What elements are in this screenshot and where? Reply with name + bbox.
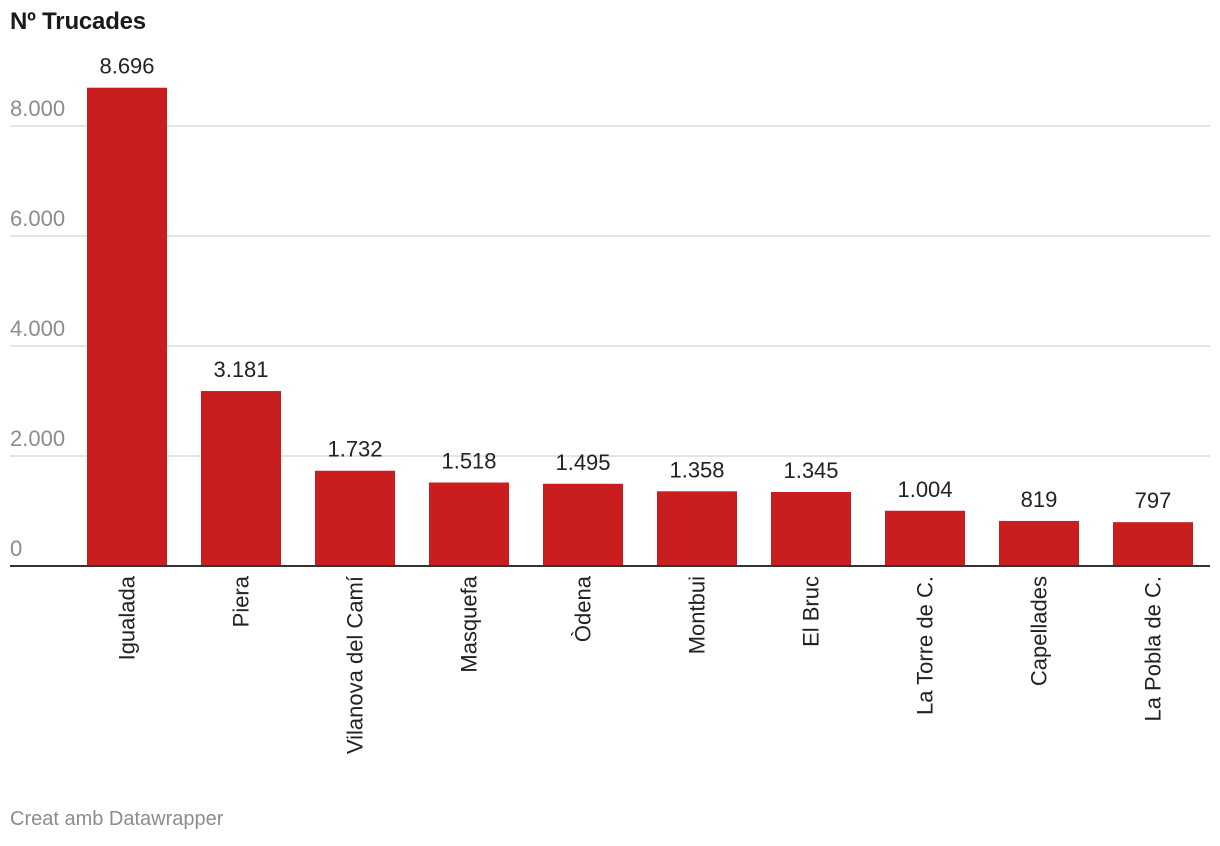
category-label: Capellades bbox=[1027, 576, 1052, 686]
bars bbox=[87, 87, 1193, 566]
bar bbox=[201, 391, 281, 566]
bar bbox=[87, 87, 167, 566]
category-label: El Bruc bbox=[799, 576, 824, 647]
bar bbox=[315, 470, 395, 566]
y-tick-label: 6.000 bbox=[10, 206, 65, 231]
category-label: Òdena bbox=[571, 575, 596, 642]
category-label: Vilanova del Camí bbox=[343, 576, 368, 754]
y-tick-label: 8.000 bbox=[10, 96, 65, 121]
value-labels: 8.696 3.181 1.732 1.518 1.495 1.358 1.345 1.004… bbox=[99, 54, 1171, 513]
bar-value-label: 1.732 bbox=[327, 437, 382, 462]
bar-chart: 0 2.000 4.000 6.000 8.000 8.696 3.181 1.732 1.5… bbox=[10, 54, 1210, 754]
bar bbox=[999, 520, 1079, 566]
category-labels: Igualada Piera Vilanova del Camí Masquefa Òd… bbox=[115, 575, 1166, 754]
category-label: Piera bbox=[229, 575, 254, 627]
bar-value-label: 3.181 bbox=[213, 357, 268, 382]
credit-text: Creat amb Datawrapper bbox=[10, 808, 224, 830]
gridlines: 0 2.000 4.000 6.000 8.000 bbox=[10, 96, 1210, 561]
bar bbox=[543, 483, 623, 566]
bar-value-label: 1.518 bbox=[441, 449, 496, 474]
bar-value-label: 8.696 bbox=[99, 54, 154, 79]
bar-value-label: 1.004 bbox=[897, 477, 952, 502]
bar-value-label: 797 bbox=[1135, 488, 1172, 513]
category-label: Masquefa bbox=[457, 575, 482, 672]
category-label: Igualada bbox=[115, 575, 140, 660]
bar bbox=[657, 491, 737, 566]
bar bbox=[429, 482, 509, 566]
category-label: La Torre de C. bbox=[913, 576, 938, 715]
bar-value-label: 819 bbox=[1021, 487, 1058, 512]
bar bbox=[885, 510, 965, 566]
bar-value-label: 1.358 bbox=[669, 457, 724, 482]
y-tick-label: 4.000 bbox=[10, 316, 65, 341]
category-label: La Pobla de C. bbox=[1141, 576, 1166, 722]
category-label: Montbui bbox=[685, 576, 710, 654]
bar bbox=[1113, 522, 1193, 566]
bar bbox=[771, 492, 851, 566]
y-tick-label: 0 bbox=[10, 536, 22, 561]
chart-title: Nº Trucades bbox=[10, 8, 146, 35]
y-tick-label: 2.000 bbox=[10, 426, 65, 451]
bar-value-label: 1.345 bbox=[783, 458, 838, 483]
bar-value-label: 1.495 bbox=[555, 450, 610, 475]
